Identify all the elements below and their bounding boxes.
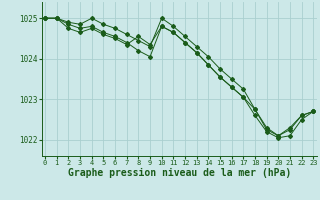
- X-axis label: Graphe pression niveau de la mer (hPa): Graphe pression niveau de la mer (hPa): [68, 168, 291, 178]
